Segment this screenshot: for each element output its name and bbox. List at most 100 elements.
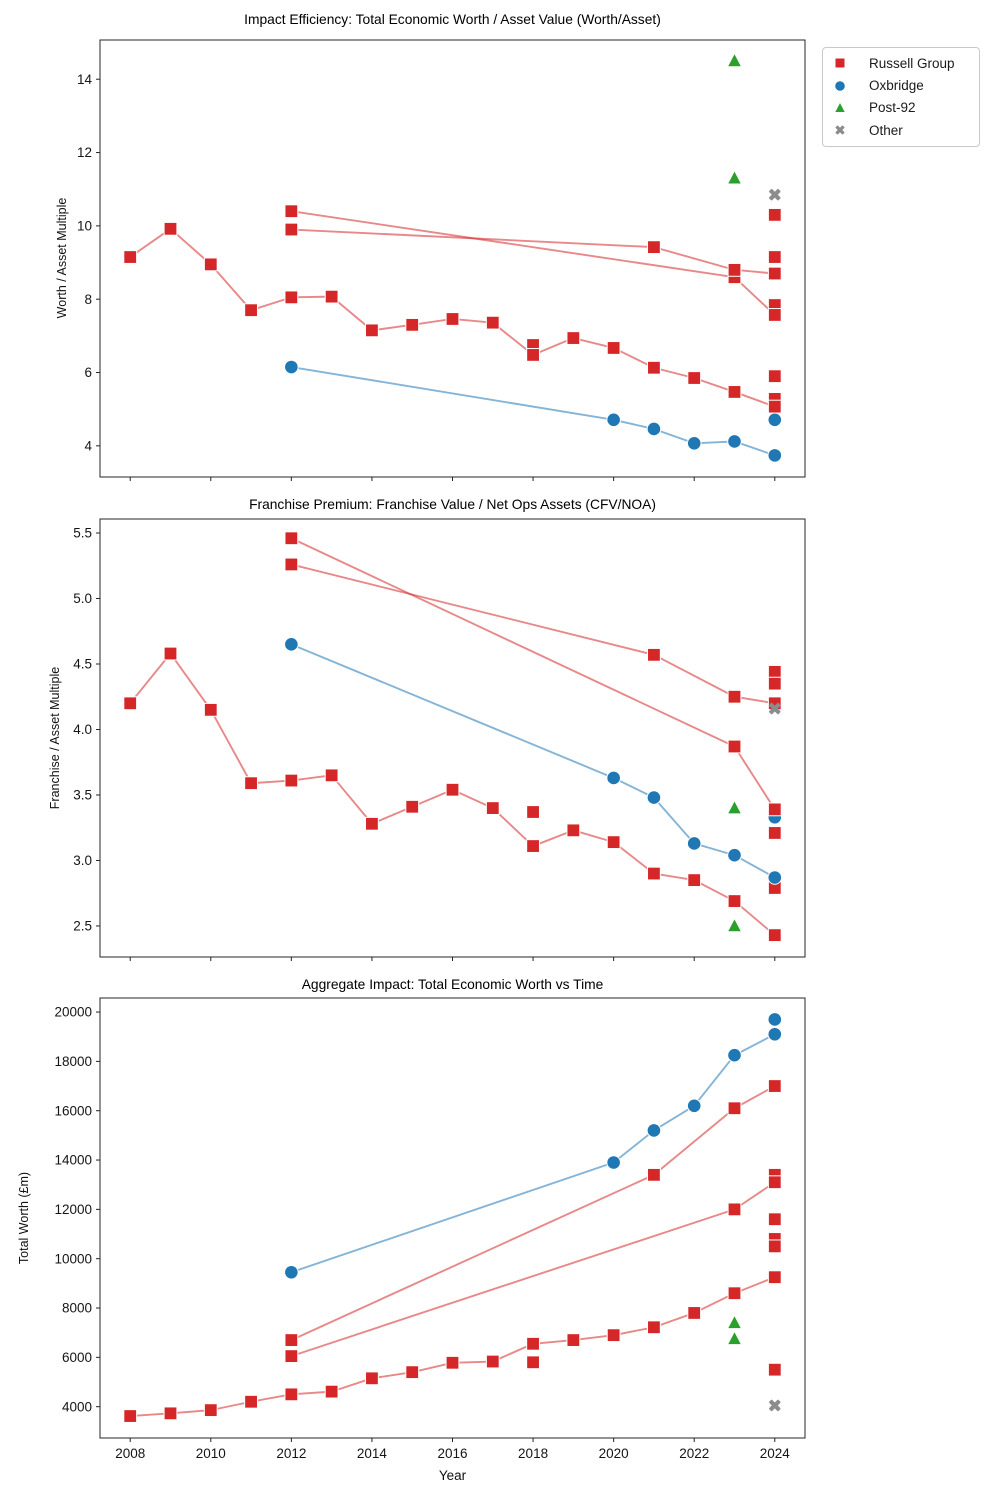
- series-line-russell-group-a: [129, 1276, 776, 1417]
- square-marker: [324, 289, 339, 304]
- x-tick-label: 2018: [518, 1446, 548, 1461]
- x-tick-label: 2020: [599, 1446, 629, 1461]
- y-tick-label: 4.5: [73, 657, 92, 672]
- y-tick-label: 14000: [54, 1153, 92, 1168]
- chart3-y-axis-label: Total Worth (£m): [17, 1171, 31, 1265]
- square-marker: [365, 1371, 379, 1386]
- legend-label: Russell Group: [869, 55, 955, 71]
- plot-border: [99, 518, 806, 958]
- legend: Russell Group Oxbridge Post-92 Other: [822, 47, 980, 147]
- square-marker: [284, 204, 299, 219]
- square-marker: [203, 257, 218, 272]
- chart2-title: Franchise Premium: Franchise Value / Net…: [249, 497, 656, 512]
- series-markers-other-points: [769, 188, 781, 201]
- legend-triangle-icon: [833, 101, 847, 113]
- square-marker: [606, 341, 621, 355]
- subplot-1: 4 6 8 10 12 14: [77, 39, 806, 481]
- series-markers-russell-group-a: [123, 646, 782, 943]
- square-marker: [203, 1403, 218, 1418]
- square-marker: [284, 1349, 299, 1364]
- series-markers-russell-group-c: [284, 557, 782, 711]
- y-tick-label: 8: [84, 292, 92, 307]
- square-marker: [727, 385, 742, 399]
- y-tick-label: 5.0: [73, 591, 92, 606]
- square-marker: [284, 773, 299, 788]
- square-marker: [526, 348, 540, 362]
- circle-marker: [686, 836, 702, 851]
- series-markers-russell-group-a: [123, 1270, 782, 1423]
- chart1-y-axis-label: Worth / Asset Multiple: [55, 197, 69, 319]
- square-marker: [445, 782, 460, 797]
- legend-item-other: Other: [832, 119, 979, 141]
- triangle-marker: [726, 1330, 743, 1345]
- square-marker: [767, 1362, 782, 1377]
- legend-circle-icon: [834, 79, 846, 92]
- square-marker: [767, 250, 782, 264]
- legend-label: Other: [869, 122, 903, 138]
- square-marker: [767, 676, 782, 691]
- square-marker: [405, 317, 420, 332]
- x-tick-label: 2022: [679, 1446, 709, 1461]
- circle-marker: [727, 434, 742, 449]
- square-marker: [727, 689, 742, 704]
- circle-marker: [727, 1047, 742, 1063]
- square-marker: [244, 776, 258, 791]
- square-marker: [405, 1365, 420, 1380]
- triangle-marker: [726, 799, 743, 815]
- x-marker: [769, 188, 781, 201]
- y-tick-label: 6000: [62, 1350, 92, 1365]
- series-markers-russell-group-c: [284, 222, 782, 281]
- square-marker: [727, 1286, 742, 1301]
- square-marker: [767, 369, 782, 384]
- circle-marker: [646, 790, 662, 805]
- square-marker: [163, 1406, 178, 1421]
- square-marker: [834, 57, 846, 69]
- square-marker: [284, 1333, 299, 1347]
- y-tick-label: 18000: [54, 1054, 92, 1069]
- square-marker: [767, 802, 782, 817]
- square-marker: [606, 1328, 621, 1343]
- square-marker: [485, 315, 500, 330]
- series-markers-oxbridge-line: [284, 637, 783, 885]
- circle-marker: [646, 421, 662, 437]
- legend-item-oxbridge: Oxbridge: [832, 74, 979, 96]
- x-tick-label: 2010: [196, 1446, 226, 1461]
- square-marker: [324, 768, 339, 783]
- series-line-russell-group-c: [290, 563, 776, 705]
- square-marker: [526, 1355, 540, 1370]
- square-marker: [687, 371, 702, 385]
- square-marker: [445, 1355, 460, 1370]
- series-markers-post92-points: [726, 1314, 743, 1345]
- square-marker: [526, 805, 540, 819]
- circle-marker: [606, 1155, 621, 1170]
- square-marker: [365, 816, 379, 831]
- square-marker: [324, 1384, 339, 1399]
- series-markers-russell-group-points: [526, 207, 782, 406]
- x-axis-label: Year: [438, 1468, 467, 1483]
- square-marker: [123, 1409, 138, 1423]
- circle-marker: [834, 79, 846, 92]
- square-marker: [284, 290, 299, 305]
- square-marker: [485, 1354, 500, 1369]
- square-marker: [647, 647, 661, 662]
- subplot-3: 2008 2010 2012 2014 2016 2018 2020 2022 2024 4000…: [54, 997, 806, 1461]
- x-marker: [769, 702, 781, 715]
- y-tick-label: 20000: [54, 1005, 92, 1020]
- square-marker: [163, 646, 178, 661]
- series-markers-post92-points: [726, 52, 743, 185]
- x-tick-label: 2014: [357, 1446, 388, 1461]
- square-marker: [284, 531, 299, 546]
- square-marker: [405, 799, 420, 814]
- y-tick-label: 3.5: [73, 788, 92, 803]
- square-marker: [647, 1320, 661, 1335]
- square-marker: [284, 1387, 299, 1402]
- square-marker: [687, 1306, 702, 1320]
- y-tick-label: 12: [77, 145, 92, 160]
- chart1-title: Impact Efficiency: Total Economic Worth …: [244, 12, 661, 27]
- square-marker: [647, 866, 661, 881]
- y-tick-label: 2.5: [73, 919, 92, 934]
- square-marker: [647, 1167, 661, 1182]
- square-marker: [727, 1101, 742, 1116]
- y-tick-label: 10: [77, 218, 92, 233]
